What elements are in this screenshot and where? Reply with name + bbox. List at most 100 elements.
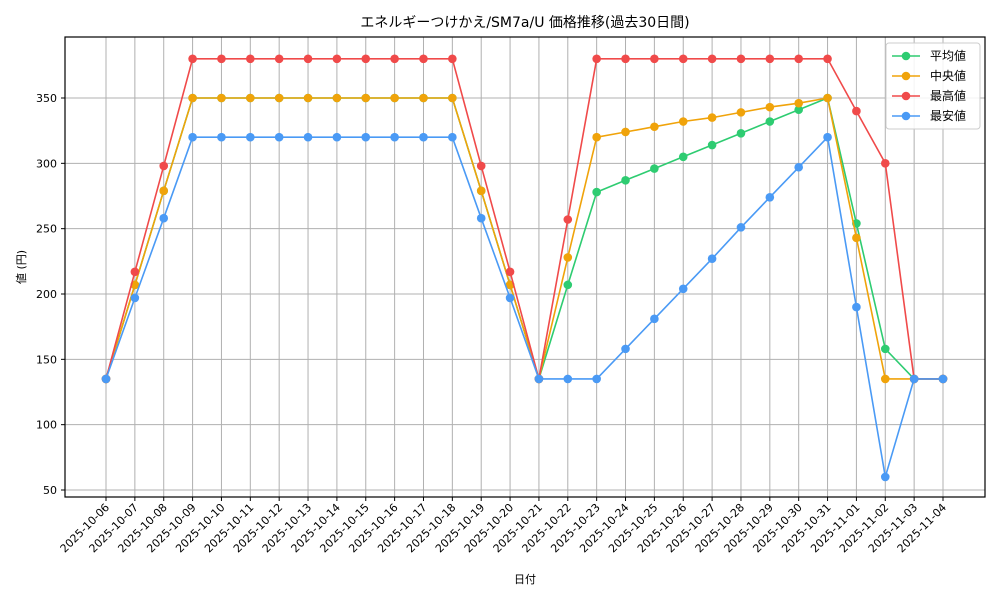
- data-point-marker: [303, 93, 313, 103]
- legend-item: 中央値: [892, 68, 966, 83]
- series-3: [101, 132, 948, 482]
- data-point-marker: [274, 93, 284, 103]
- legend-marker-icon: [901, 91, 911, 101]
- data-point-marker: [534, 374, 544, 384]
- data-point-marker: [390, 132, 399, 142]
- data-point-marker: [217, 93, 226, 103]
- legend-marker-icon: [901, 111, 911, 121]
- data-point-marker: [823, 132, 832, 142]
- data-point-marker: [505, 293, 515, 303]
- data-point-marker: [448, 54, 457, 64]
- data-point-marker: [621, 127, 630, 137]
- data-point-marker: [303, 54, 313, 64]
- data-point-marker: [794, 105, 803, 115]
- data-point-marker: [159, 186, 169, 196]
- data-point-marker: [217, 54, 226, 64]
- data-point-marker: [476, 213, 486, 223]
- data-point-marker: [707, 54, 717, 64]
- data-point-marker: [765, 102, 775, 112]
- data-point-marker: [678, 54, 688, 64]
- y-tick-label: 350: [36, 92, 57, 105]
- y-axis-label: 値 (円): [15, 250, 28, 284]
- y-tick-label: 200: [36, 288, 57, 301]
- legend-label: 最安値: [930, 108, 966, 123]
- legend-item: 最高値: [892, 88, 966, 103]
- data-point-marker: [159, 213, 169, 223]
- data-point-marker: [130, 293, 140, 303]
- data-point-marker: [419, 132, 428, 142]
- data-point-marker: [707, 254, 717, 264]
- data-point-marker: [765, 117, 775, 126]
- data-point-marker: [419, 54, 428, 64]
- data-point-marker: [880, 472, 890, 482]
- y-tick-label: 250: [36, 223, 57, 236]
- data-point-marker: [390, 93, 399, 103]
- data-point-marker: [563, 253, 573, 262]
- data-point-marker: [678, 284, 688, 294]
- data-point-marker: [332, 93, 342, 103]
- data-point-marker: [880, 159, 890, 168]
- data-point-marker: [592, 54, 601, 64]
- data-point-marker: [101, 374, 111, 384]
- data-point-marker: [650, 122, 659, 132]
- legend-marker-icon: [901, 71, 911, 81]
- legend-label: 中央値: [930, 68, 966, 83]
- plot-series: [101, 54, 948, 482]
- data-point-marker: [361, 132, 371, 142]
- chart-title: エネルギーつけかえ/SM7a/U 価格推移(過去30日間): [360, 15, 689, 31]
- y-axis-ticks: 50 100 150 200 250 300 350: [36, 92, 65, 497]
- legend-marker-icon: [901, 51, 911, 61]
- data-point-marker: [332, 54, 342, 64]
- data-point-marker: [592, 132, 601, 142]
- data-point-marker: [794, 54, 803, 64]
- data-point-marker: [159, 161, 169, 171]
- data-point-marker: [650, 164, 659, 173]
- data-point-marker: [678, 152, 688, 162]
- data-point-marker: [217, 132, 226, 142]
- data-point-marker: [274, 132, 284, 142]
- data-point-marker: [909, 374, 919, 384]
- data-point-marker: [621, 54, 630, 64]
- data-point-marker: [476, 161, 486, 171]
- data-point-marker: [736, 128, 746, 138]
- data-point-marker: [852, 233, 861, 243]
- data-point-marker: [448, 93, 457, 103]
- data-point-marker: [246, 93, 255, 103]
- legend-item: 最安値: [892, 108, 966, 123]
- data-point-marker: [650, 54, 659, 64]
- data-point-marker: [188, 93, 197, 103]
- y-tick-label: 150: [36, 353, 57, 366]
- x-axis-label: 日付: [514, 573, 536, 586]
- data-point-marker: [188, 132, 197, 142]
- data-point-marker: [419, 93, 428, 103]
- data-point-marker: [505, 267, 515, 277]
- data-point-marker: [390, 54, 399, 64]
- data-point-marker: [303, 132, 313, 142]
- data-point-marker: [707, 140, 717, 150]
- data-point-marker: [765, 193, 775, 202]
- data-point-marker: [274, 54, 284, 64]
- legend-label: 平均値: [930, 48, 966, 63]
- data-point-marker: [852, 302, 861, 312]
- data-point-marker: [707, 113, 717, 122]
- data-point-marker: [448, 132, 457, 142]
- data-point-marker: [592, 187, 601, 197]
- y-tick-label: 100: [36, 419, 57, 432]
- data-point-marker: [332, 132, 342, 142]
- data-point-marker: [880, 374, 890, 384]
- data-point-marker: [188, 54, 197, 64]
- y-tick-label: 50: [43, 484, 57, 497]
- plot-frame: [64, 36, 986, 498]
- data-point-marker: [650, 314, 659, 324]
- data-point-marker: [621, 176, 630, 185]
- grid: [65, 37, 985, 497]
- series-line: [105, 97, 943, 382]
- data-point-marker: [563, 280, 573, 290]
- series-line: [105, 57, 943, 380]
- data-point-marker: [736, 54, 746, 64]
- y-tick-label: 300: [36, 157, 57, 170]
- data-point-marker: [852, 106, 861, 116]
- data-point-marker: [246, 132, 255, 142]
